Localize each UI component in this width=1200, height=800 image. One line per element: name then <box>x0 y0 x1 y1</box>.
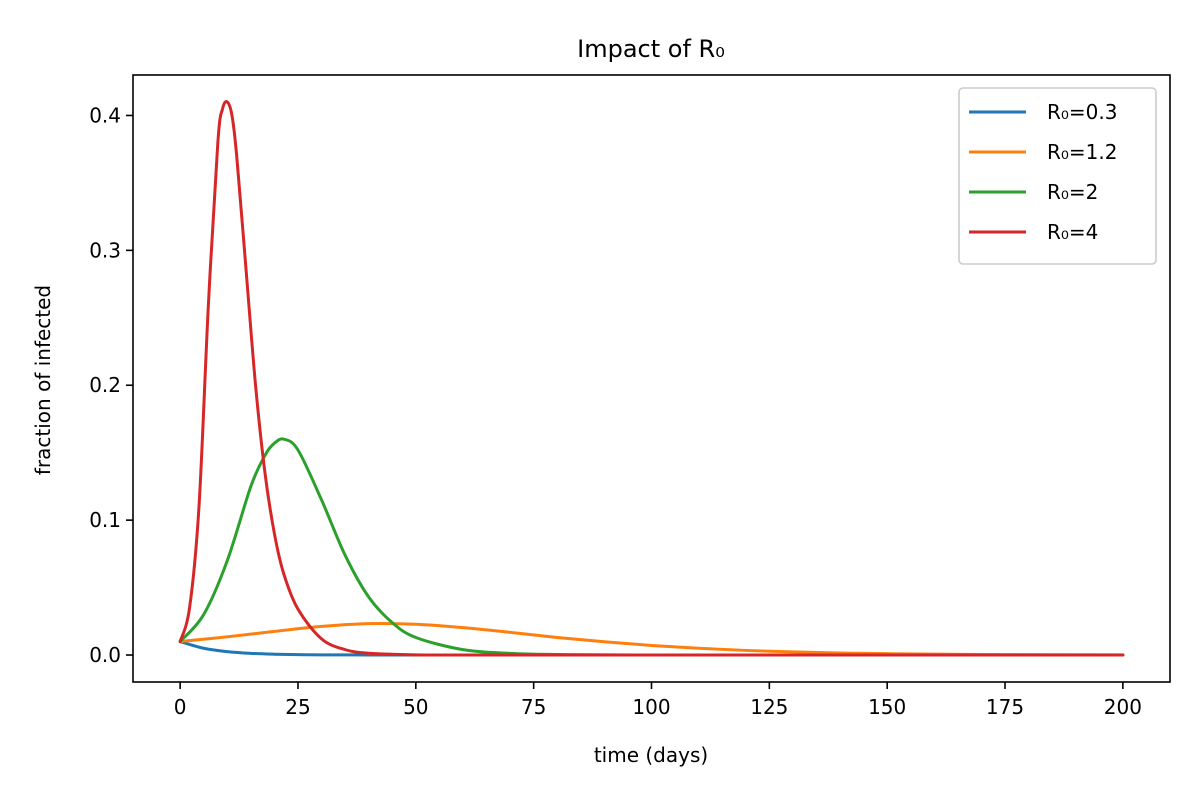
series-line-3 <box>178 100 1125 657</box>
legend-label-3: R₀=4 <box>1047 220 1098 244</box>
legend: R₀=0.3 R₀=1.2 R₀=2 R₀=4 <box>958 87 1157 265</box>
x-tick-label: 175 <box>986 695 1024 719</box>
x-tick-label: 100 <box>632 695 670 719</box>
y-tick-label: 0.4 <box>89 103 121 127</box>
x-tick-label: 25 <box>285 695 310 719</box>
y-axis: 0.0 0.1 0.2 0.3 0.4 <box>89 103 133 667</box>
x-tick-label: 50 <box>403 695 428 719</box>
legend-box <box>958 87 1157 265</box>
plot-series-group <box>178 100 1125 657</box>
y-tick-label: 0.0 <box>89 643 121 667</box>
y-axis-label: fraction of infected <box>31 285 55 475</box>
x-tick-label: 0 <box>174 695 187 719</box>
x-tick-label: 150 <box>868 695 906 719</box>
x-axis-label: time (days) <box>594 743 708 767</box>
x-tick-label: 75 <box>521 695 546 719</box>
y-tick-label: 0.3 <box>89 238 121 262</box>
legend-label-1: R₀=1.2 <box>1047 140 1117 164</box>
legend-label-2: R₀=2 <box>1047 180 1098 204</box>
series-line-1 <box>178 621 1125 657</box>
legend-label-0: R₀=0.3 <box>1047 100 1117 124</box>
y-tick-label: 0.2 <box>89 373 121 397</box>
chart-title: Impact of R₀ <box>577 35 725 63</box>
y-tick-label: 0.1 <box>89 508 121 532</box>
x-axis: 0 25 50 75 100 125 150 175 200 <box>174 682 1142 719</box>
x-tick-label: 200 <box>1104 695 1142 719</box>
x-tick-label: 125 <box>750 695 788 719</box>
